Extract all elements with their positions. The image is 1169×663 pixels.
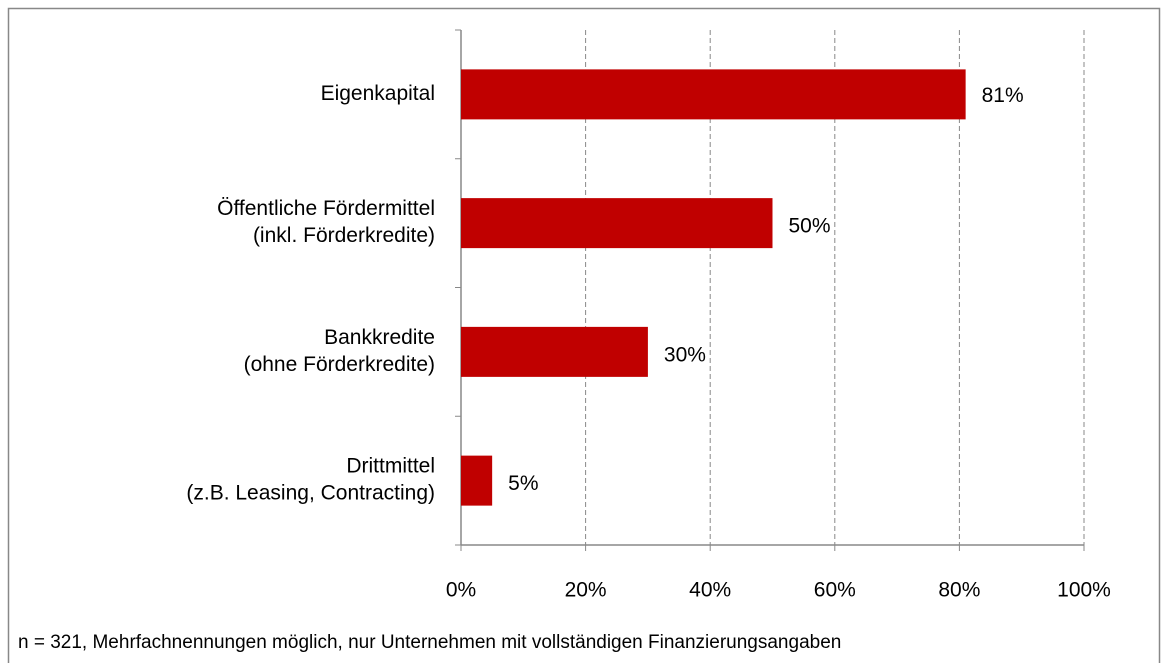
y-tick-label: Eigenkapital	[321, 82, 435, 105]
chart-border	[7, 7, 1161, 663]
bar	[461, 69, 966, 120]
value-label: 81%	[982, 84, 1024, 107]
y-tick-label: (inkl. Förderkredite)	[253, 224, 435, 247]
bar	[461, 198, 773, 249]
x-tick-label: 20%	[565, 579, 607, 602]
y-tick-label: Drittmittel	[346, 455, 435, 478]
bar	[461, 455, 493, 506]
value-label: 50%	[789, 215, 831, 238]
value-label: 5%	[508, 472, 538, 495]
y-tick-label: Öffentliche Fördermittel	[217, 197, 435, 220]
y-tick-label: (z.B. Leasing, Contracting)	[186, 482, 435, 505]
footnote: n = 321, Mehrfachnennungen möglich, nur …	[18, 632, 841, 653]
y-tick-label: (ohne Förderkredite)	[244, 353, 435, 376]
bar	[461, 326, 648, 377]
x-tick-label: 100%	[1057, 579, 1111, 602]
value-label: 30%	[664, 343, 706, 366]
x-tick-label: 40%	[689, 579, 731, 602]
x-tick-label: 0%	[446, 579, 476, 602]
x-tick-label: 80%	[938, 579, 980, 602]
x-tick-label: 60%	[814, 579, 856, 602]
y-tick-label: Bankkredite	[324, 326, 435, 349]
